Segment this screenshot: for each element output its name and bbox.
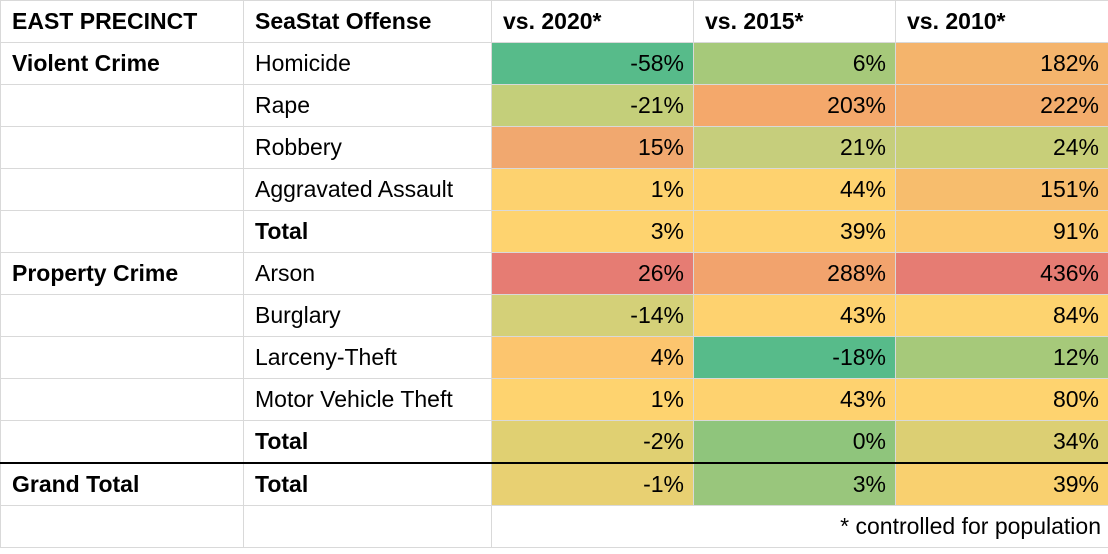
value-cell-v2010[interactable]: 39% [895,462,1108,506]
group-cell[interactable] [0,168,244,211]
table-row: Total 3% 39% 91% [0,210,1108,253]
group-cell[interactable]: Grand Total [0,462,244,506]
empty-cell[interactable] [243,505,492,548]
value-cell-v2010[interactable]: 24% [895,126,1108,169]
value-cell-v2020[interactable]: -2% [491,420,694,464]
table-row: Larceny-Theft 4% -18% 12% [0,336,1108,379]
value-cell-v2010[interactable]: 84% [895,294,1108,337]
value-cell-v2010[interactable]: 151% [895,168,1108,211]
value-cell-v2015[interactable]: 43% [693,378,896,421]
group-cell[interactable] [0,420,244,464]
value-cell-v2020[interactable]: 26% [491,252,694,295]
table-row: Robbery 15% 21% 24% [0,126,1108,169]
header-vs-2010[interactable]: vs. 2010* [895,0,1108,43]
offense-cell[interactable]: Burglary [243,294,492,337]
value-cell-v2015[interactable]: 44% [693,168,896,211]
footnote-row: * controlled for population [0,505,1108,548]
offense-cell[interactable]: Total [243,462,492,506]
offense-cell[interactable]: Total [243,210,492,253]
offense-cell[interactable]: Robbery [243,126,492,169]
offense-cell[interactable]: Aggravated Assault [243,168,492,211]
group-cell[interactable] [0,294,244,337]
table-row: Property Crime Arson 26% 288% 436% [0,252,1108,295]
footnote: * controlled for population [491,505,1108,548]
table-row: Motor Vehicle Theft 1% 43% 80% [0,378,1108,421]
value-cell-v2015[interactable]: -18% [693,336,896,379]
value-cell-v2010[interactable]: 80% [895,378,1108,421]
value-cell-v2015[interactable]: 0% [693,420,896,464]
value-cell-v2020[interactable]: 1% [491,168,694,211]
offense-cell[interactable]: Arson [243,252,492,295]
value-cell-v2015[interactable]: 288% [693,252,896,295]
offense-cell[interactable]: Motor Vehicle Theft [243,378,492,421]
group-cell[interactable] [0,378,244,421]
table-row: Grand Total Total -1% 3% 39% [0,462,1108,506]
value-cell-v2010[interactable]: 12% [895,336,1108,379]
value-cell-v2010[interactable]: 91% [895,210,1108,253]
value-cell-v2020[interactable]: 4% [491,336,694,379]
offense-cell[interactable]: Rape [243,84,492,127]
group-cell[interactable] [0,210,244,253]
header-precinct[interactable]: EAST PRECINCT [0,0,244,43]
offense-cell[interactable]: Homicide [243,42,492,85]
group-cell[interactable] [0,336,244,379]
value-cell-v2020[interactable]: -1% [491,462,694,506]
value-cell-v2015[interactable]: 21% [693,126,896,169]
value-cell-v2020[interactable]: -58% [491,42,694,85]
value-cell-v2010[interactable]: 182% [895,42,1108,85]
header-offense[interactable]: SeaStat Offense [243,0,492,43]
table-row: Rape -21% 203% 222% [0,84,1108,127]
value-cell-v2015[interactable]: 3% [693,462,896,506]
table-row: Violent Crime Homicide -58% 6% 182% [0,42,1108,85]
value-cell-v2020[interactable]: 3% [491,210,694,253]
offense-cell[interactable]: Larceny-Theft [243,336,492,379]
offense-cell[interactable]: Total [243,420,492,464]
value-cell-v2010[interactable]: 222% [895,84,1108,127]
value-cell-v2020[interactable]: -21% [491,84,694,127]
value-cell-v2015[interactable]: 39% [693,210,896,253]
value-cell-v2010[interactable]: 34% [895,420,1108,464]
empty-cell[interactable] [0,505,244,548]
value-cell-v2015[interactable]: 6% [693,42,896,85]
group-cell[interactable]: Property Crime [0,252,244,295]
header-row: EAST PRECINCT SeaStat Offense vs. 2020* … [0,0,1108,43]
group-cell[interactable] [0,126,244,169]
header-vs-2015[interactable]: vs. 2015* [693,0,896,43]
table-row: Burglary -14% 43% 84% [0,294,1108,337]
value-cell-v2015[interactable]: 203% [693,84,896,127]
value-cell-v2010[interactable]: 436% [895,252,1108,295]
value-cell-v2020[interactable]: 15% [491,126,694,169]
value-cell-v2020[interactable]: -14% [491,294,694,337]
table-row: Total -2% 0% 34% [0,420,1108,464]
value-cell-v2020[interactable]: 1% [491,378,694,421]
group-cell[interactable] [0,84,244,127]
value-cell-v2015[interactable]: 43% [693,294,896,337]
table-row: Aggravated Assault 1% 44% 151% [0,168,1108,211]
group-cell[interactable]: Violent Crime [0,42,244,85]
header-vs-2020[interactable]: vs. 2020* [491,0,694,43]
